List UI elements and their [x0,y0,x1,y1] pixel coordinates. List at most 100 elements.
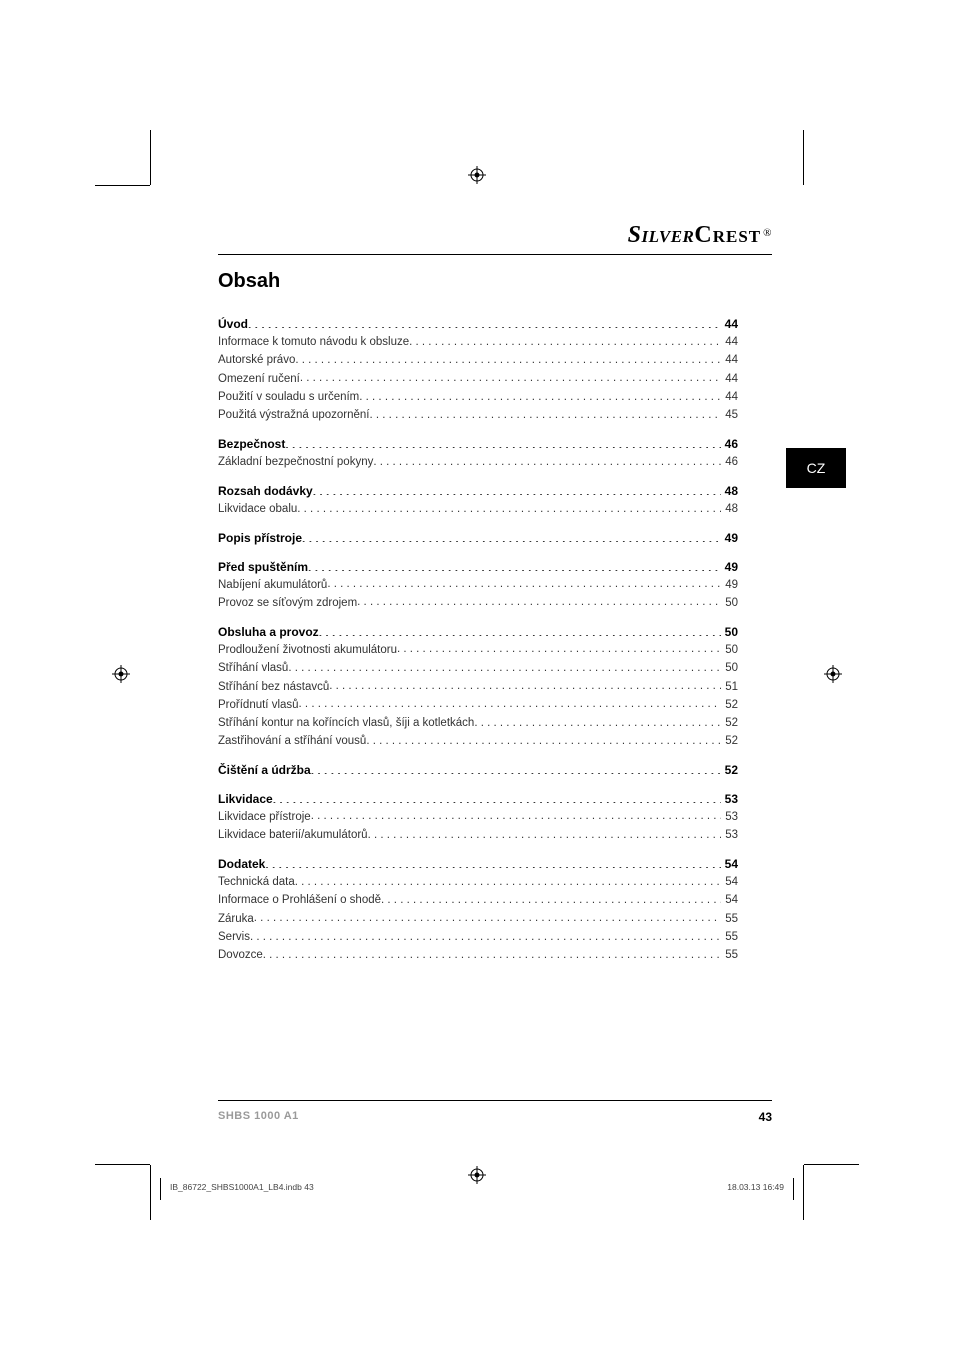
toc-item-page: 44 [721,352,738,370]
toc-item-page: 50 [721,660,738,678]
toc-item-label: Likvidace baterií/akumulátorů [218,827,368,845]
toc-heading-page: 44 [721,315,738,334]
toc-item-row: Použití v souladu s určením44 [218,389,738,407]
brand-part2: Crest [694,222,761,248]
toc-item-row: Záruka 55 [218,910,738,928]
toc-leader-dots [368,827,722,839]
toc-item-row: Použitá výstražná upozornění45 [218,407,738,425]
toc-section: Likvidace53Likvidace přístroje53Likvidac… [218,790,738,845]
toc-leader-dots [397,641,721,653]
toc-heading-label: Likvidace [218,790,273,809]
toc-heading-row: Dodatek54 [218,855,738,874]
toc-leader-dots [381,892,721,904]
toc-item-row: Nabíjení akumulátorů49 [218,576,738,594]
toc-item-label: Použitá výstražná upozornění [218,407,370,425]
toc-item-row: Stříhání kontur na koříncích vlasů, šíji… [218,715,738,733]
toc-item-page: 50 [721,595,738,613]
toc-heading-row: Úvod44 [218,315,738,334]
toc-item-label: Provoz se síťovým zdrojem [218,595,357,613]
toc-heading-page: 50 [721,623,738,642]
brand-part1: Silver [628,222,695,248]
toc-item-row: Dovozce 55 [218,947,738,965]
toc-section: Úvod44Informace k tomuto návodu k obsluz… [218,315,738,425]
toc-item-label: Autorské právo [218,352,295,370]
toc-heading-row: Popis přístroje49 [218,529,738,548]
toc-item-row: Likvidace přístroje 53 [218,808,738,826]
toc-heading-label: Popis přístroje [218,529,302,548]
registered-icon: ® [763,227,772,239]
toc-leader-dots [300,370,721,382]
toc-section: Popis přístroje49 [218,529,738,548]
content-area: Obsah Úvod44Informace k tomuto návodu k … [218,270,738,965]
toc-item-page: 52 [721,733,738,751]
toc-heading-label: Dodatek [218,855,265,874]
toc-leader-dots [370,407,722,419]
registration-mark-icon [468,166,486,184]
imprint-mark [160,1178,161,1200]
toc-item-label: Záruka [218,911,254,929]
language-tab: CZ [786,448,846,488]
toc-item-page: 55 [721,911,738,929]
toc-leader-dots [409,334,721,346]
toc-leader-dots [311,808,722,820]
toc-item-page: 44 [721,389,738,407]
toc-item-row: Stříhání bez nástavců51 [218,678,738,696]
toc-item-row: Základní bezpečnostní pokyny46 [218,454,738,472]
toc-heading-page: 53 [721,790,738,809]
crop-mark [150,130,151,185]
toc-item-label: Stříhání vlasů [218,660,288,678]
toc-item-page: 55 [721,947,738,965]
toc-heading-label: Bezpečnost [218,435,285,454]
footer-page-number: 43 [759,1110,772,1124]
page: SilverCrest® CZ Obsah Úvod44Informace k … [0,0,954,1350]
toc-section: Dodatek54Technická data54Informace o Pro… [218,855,738,965]
toc-heading-page: 46 [721,435,738,454]
brand-rule [218,254,772,255]
toc-item-row: Technická data54 [218,874,738,892]
toc-heading-page: 52 [721,761,738,780]
toc-item-row: Servis 55 [218,929,738,947]
toc-heading-label: Čištění a údržba [218,761,311,780]
toc-item-label: Dovozce [218,947,263,965]
toc-leader-dots [297,501,721,513]
crop-mark [803,130,804,185]
toc-heading-row: Bezpečnost 46 [218,435,738,454]
toc-heading-row: Čištění a údržba 52 [218,761,738,780]
toc-item-page: 55 [721,929,738,947]
toc-heading-page: 48 [721,482,738,501]
toc-item-label: Likvidace obalu [218,501,297,519]
crop-mark [95,185,150,186]
toc-item-page: 46 [721,454,738,472]
toc-leader-dots [373,454,721,466]
registration-mark-icon [824,665,842,683]
toc-section: Rozsah dodávky 48 Likvidace obalu 48 [218,482,738,519]
brand-logo: SilverCrest® [628,222,772,249]
toc-heading-row: Obsluha a provoz50 [218,623,738,642]
toc-item-label: Likvidace přístroje [218,809,311,827]
toc-item-label: Servis [218,929,250,947]
toc-item-row: Likvidace obalu 48 [218,501,738,519]
footer-model: SHBS 1000 A1 [218,1110,299,1122]
toc-leader-dots [302,530,721,542]
page-title: Obsah [218,270,738,293]
toc-item-page: 53 [721,827,738,845]
toc-heading-label: Před spuštěním [218,558,308,577]
toc-item-label: Technická data [218,874,295,892]
table-of-contents: Úvod44Informace k tomuto návodu k obsluz… [218,315,738,965]
toc-leader-dots [329,678,721,690]
toc-item-page: 50 [721,642,738,660]
toc-item-page: 53 [721,809,738,827]
toc-item-row: Prořídnutí vlasů52 [218,696,738,714]
toc-leader-dots [250,929,721,941]
toc-item-page: 49 [721,577,738,595]
toc-item-label: Informace o Prohlášení o shodě [218,892,381,910]
toc-item-page: 48 [721,501,738,519]
toc-item-page: 54 [721,892,738,910]
toc-section: Čištění a údržba 52 [218,761,738,780]
toc-leader-dots [254,910,721,922]
toc-heading-label: Rozsah dodávky [218,482,313,501]
toc-section: Před spuštěním 49Nabíjení akumulátorů49Pr… [218,558,738,613]
toc-item-row: Zastřihování a stříhání vousů52 [218,733,738,751]
toc-item-label: Stříhání kontur na koříncích vlasů, šíji… [218,715,474,733]
toc-item-label: Prodloužení životnosti akumulátoru [218,642,397,660]
